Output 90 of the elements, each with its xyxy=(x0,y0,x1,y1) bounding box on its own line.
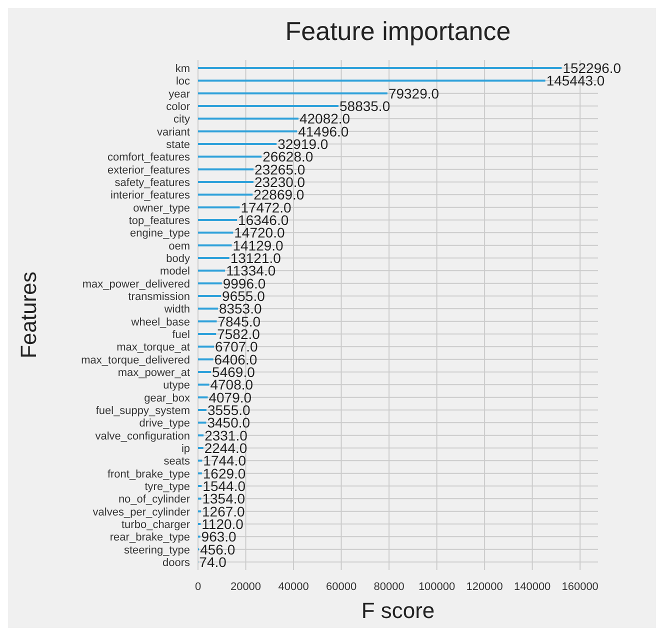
y-tick-label: state xyxy=(166,139,190,151)
y-tick-label: interior_features xyxy=(110,190,190,202)
y-tick-label: turbo_charger xyxy=(122,519,190,531)
bar xyxy=(198,118,298,120)
y-tick-label: valve_configuration xyxy=(95,430,190,442)
x-tick-label: 60000 xyxy=(326,581,357,593)
bar xyxy=(198,510,202,512)
bar xyxy=(198,333,216,335)
y-tick-label: engine_type xyxy=(130,228,190,240)
y-tick-label: wheel_base xyxy=(130,316,190,328)
x-tick-label: 160000 xyxy=(562,581,598,593)
bar xyxy=(198,105,338,107)
bar xyxy=(198,409,206,411)
bar xyxy=(198,232,234,234)
y-tick-label: drive_type xyxy=(139,418,190,430)
bar xyxy=(198,168,254,170)
y-tick-label: km xyxy=(175,63,190,75)
y-tick-label: exterior_features xyxy=(107,164,190,176)
y-tick-label: year xyxy=(168,88,190,100)
y-tick-label: tyre_type xyxy=(144,481,190,493)
y-tick-label: ip xyxy=(181,443,190,455)
bar xyxy=(198,156,262,158)
y-tick-label: steering_type xyxy=(124,544,190,556)
x-tick-label: 120000 xyxy=(466,581,503,593)
y-tick-label: doors xyxy=(162,557,190,569)
y-tick-label: width xyxy=(163,304,190,316)
bar xyxy=(198,270,226,272)
bar xyxy=(198,396,208,398)
y-tick-label: top_features xyxy=(128,215,190,227)
x-tick-label: 40000 xyxy=(278,581,309,593)
y-tick-label: max_power_at xyxy=(118,367,190,379)
y-tick-label: city xyxy=(174,114,190,126)
bar xyxy=(198,371,212,373)
bar xyxy=(198,67,562,69)
y-tick-label: max_power_delivered xyxy=(82,278,190,290)
y-tick-label: body xyxy=(166,253,190,265)
y-tick-label: color xyxy=(166,101,190,113)
bar xyxy=(198,244,232,246)
x-tick-label: 80000 xyxy=(374,581,404,593)
bar xyxy=(198,219,238,221)
bar xyxy=(198,498,202,500)
x-tick-label: 140000 xyxy=(514,581,551,593)
bar xyxy=(198,460,202,462)
bar xyxy=(198,80,546,82)
y-tick-label: no_of_cylinder xyxy=(118,494,190,506)
bar xyxy=(198,422,206,424)
bar xyxy=(198,358,214,360)
y-tick-label: comfort_features xyxy=(107,152,190,164)
x-tick-label: 20000 xyxy=(230,581,262,593)
y-tick-label: utype xyxy=(163,380,190,392)
bar xyxy=(198,485,202,487)
bar xyxy=(198,181,254,183)
bar xyxy=(198,282,222,284)
y-tick-label: safety_features xyxy=(114,177,190,189)
chart-title: Feature importance xyxy=(285,16,511,46)
bar xyxy=(198,447,204,449)
bar xyxy=(198,130,298,132)
y-tick-label: front_brake_type xyxy=(107,468,190,480)
y-tick-label: variant xyxy=(156,126,190,138)
bar xyxy=(198,206,240,208)
y-tick-label: loc xyxy=(176,76,190,88)
y-tick-label: gear_box xyxy=(144,392,190,404)
y-tick-label: valves_per_cylinder xyxy=(92,506,190,518)
bar xyxy=(198,346,214,348)
x-axis-title: F score xyxy=(361,598,435,623)
data-label: 79329.0 xyxy=(388,85,440,102)
bar xyxy=(198,523,201,525)
bar xyxy=(198,143,277,145)
bar xyxy=(198,92,388,94)
y-tick-label: transmission xyxy=(128,291,190,303)
bar xyxy=(198,295,222,297)
y-tick-label: oem xyxy=(168,240,190,252)
bar xyxy=(198,320,217,322)
y-tick-label: owner_type xyxy=(133,202,190,214)
y-tick-label: max_torque_at xyxy=(116,342,190,354)
y-tick-label: max_torque_delivered xyxy=(81,354,190,366)
bar xyxy=(198,434,204,436)
y-tick-label: seats xyxy=(164,456,190,468)
bar xyxy=(198,308,218,310)
y-tick-label: model xyxy=(160,266,190,278)
y-tick-label: fuel_suppy_system xyxy=(96,405,190,417)
bar xyxy=(198,472,202,474)
x-tick-label: 100000 xyxy=(418,581,456,593)
bar xyxy=(198,194,253,196)
bar xyxy=(198,257,230,259)
bar xyxy=(198,384,210,386)
x-tick-label: 0 xyxy=(194,581,202,593)
y-tick-label: rear_brake_type xyxy=(110,532,190,544)
y-axis-title: Features xyxy=(16,272,41,358)
y-tick-label: fuel xyxy=(172,329,190,341)
